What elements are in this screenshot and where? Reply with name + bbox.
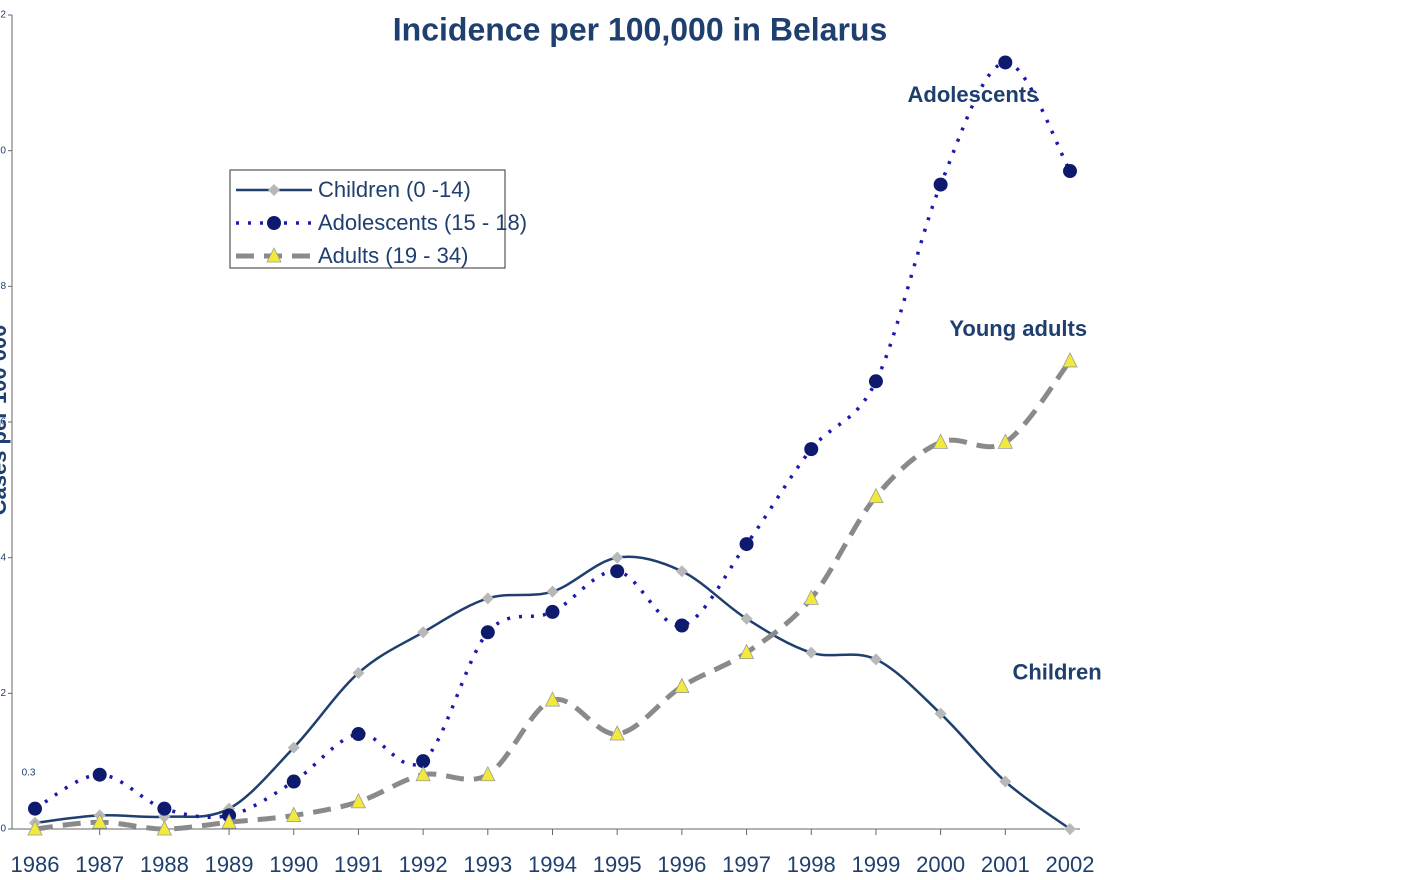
- data-point: [415, 765, 431, 782]
- x-tick-label: 2001: [981, 852, 1030, 877]
- annotation: 0.3: [22, 767, 36, 778]
- data-point: [416, 754, 431, 769]
- data-point: [92, 767, 107, 782]
- x-tick-label: 1990: [269, 852, 318, 877]
- legend-label: Adults (19 - 34): [318, 243, 468, 268]
- data-point: [674, 618, 689, 633]
- data-point: [480, 625, 495, 640]
- data-point: [28, 801, 42, 816]
- x-tick-label: 1994: [528, 852, 577, 877]
- data-point: [868, 487, 884, 504]
- x-tick-label: 1999: [851, 852, 900, 877]
- data-point: [1062, 352, 1078, 368]
- data-point: [351, 727, 366, 742]
- chart-title: Incidence per 100,000 in Belarus: [393, 11, 887, 47]
- data-point: [739, 537, 754, 552]
- x-tick-label: 1988: [140, 852, 189, 877]
- x-tick-label: 1986: [11, 852, 60, 877]
- data-point: [1064, 823, 1076, 835]
- x-tick-label: 1991: [334, 852, 383, 877]
- data-point: [803, 589, 819, 605]
- data-point: [27, 820, 43, 836]
- annotation: Young adults: [949, 316, 1087, 341]
- y-tick-label: 0: [0, 824, 6, 835]
- data-point: [92, 813, 108, 829]
- x-tick-label: 1998: [787, 852, 836, 877]
- x-tick-label: 2002: [1046, 852, 1095, 877]
- data-point: [1063, 164, 1077, 179]
- annotation: Children: [1012, 659, 1101, 684]
- x-tick-label: 1987: [75, 852, 124, 877]
- x-tick-label: 1993: [463, 852, 512, 877]
- y-tick-label: 8: [0, 281, 6, 292]
- data-point: [934, 707, 947, 720]
- data-point: [157, 801, 172, 816]
- data-point: [999, 775, 1012, 788]
- x-tick-label: 1995: [593, 852, 642, 877]
- data-point: [221, 813, 237, 829]
- data-point: [417, 626, 430, 639]
- data-point: [610, 564, 625, 579]
- annotation: Adolescents: [908, 82, 1039, 107]
- data-point: [933, 177, 948, 192]
- data-point: [804, 442, 819, 457]
- data-point: [156, 820, 173, 836]
- data-point: [609, 725, 625, 741]
- data-point: [998, 55, 1013, 70]
- y-tick-label: 2: [0, 688, 6, 699]
- data-point: [997, 433, 1013, 449]
- data-point: [805, 646, 818, 659]
- data-point: [480, 765, 496, 782]
- y-tick-label: 6: [0, 417, 6, 428]
- data-point: [738, 643, 755, 660]
- data-point: [544, 691, 561, 707]
- data-point: [932, 433, 949, 449]
- data-point: [546, 585, 559, 598]
- data-point: [350, 792, 367, 809]
- data-point: [287, 741, 300, 754]
- data-point: [869, 653, 882, 666]
- legend-marker: [268, 184, 280, 196]
- data-point: [675, 565, 688, 578]
- x-tick-label: 1997: [722, 852, 771, 877]
- x-tick-label: 1989: [205, 852, 254, 877]
- y-tick-label: 12: [0, 10, 6, 21]
- legend-marker: [267, 216, 281, 230]
- legend-marker: [266, 247, 282, 263]
- x-tick-label: 1992: [399, 852, 448, 877]
- data-point: [611, 551, 624, 564]
- y-tick-label: 4: [0, 552, 6, 563]
- x-tick-label: 1996: [657, 852, 706, 877]
- data-point: [352, 666, 365, 679]
- data-point: [868, 374, 883, 389]
- legend-label: Adolescents (15 - 18): [318, 210, 527, 235]
- data-point: [740, 612, 753, 625]
- data-point: [674, 677, 690, 693]
- data-point: [545, 604, 560, 619]
- x-tick-label: 2000: [916, 852, 965, 877]
- legend-label: Children (0 -14): [318, 177, 471, 202]
- y-tick-label: 10: [0, 145, 6, 156]
- y-axis-label: Cases per 100 000: [0, 325, 11, 516]
- data-point: [286, 806, 302, 822]
- data-point: [481, 592, 494, 605]
- data-point: [286, 774, 301, 789]
